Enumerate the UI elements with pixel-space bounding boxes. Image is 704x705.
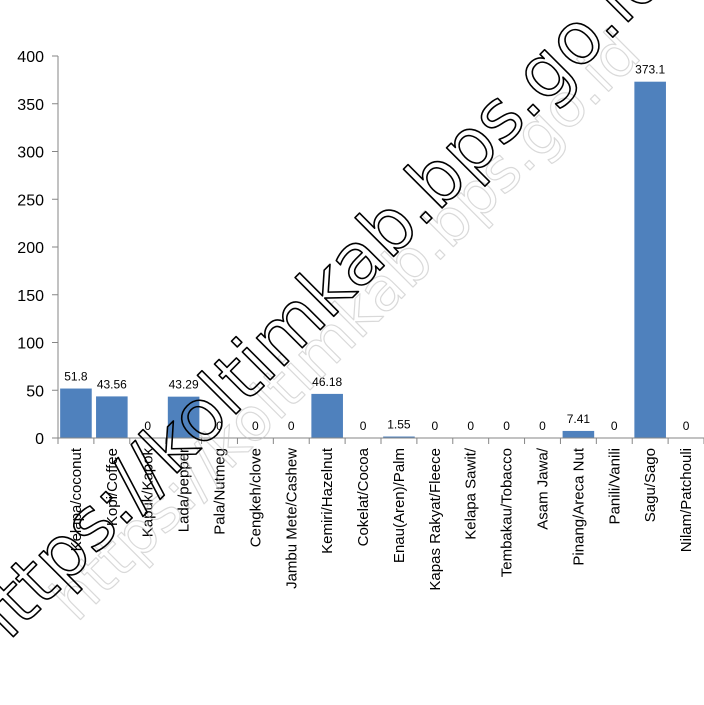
data-label: 373.1	[635, 63, 665, 77]
data-label: 51.8	[64, 370, 88, 384]
data-label: 0	[288, 419, 295, 433]
data-label: 0	[216, 419, 223, 433]
data-label: 0	[539, 419, 546, 433]
y-tick-label: 300	[17, 145, 44, 162]
x-category-label: Tembakau/Tobacco	[499, 448, 516, 577]
data-label: 0	[431, 419, 438, 433]
data-label: 0	[467, 419, 474, 433]
y-tick-label: 400	[17, 49, 44, 66]
data-label: 43.56	[97, 377, 127, 391]
data-label: 0	[252, 419, 259, 433]
data-label: 0	[144, 419, 151, 433]
data-label: 0	[503, 419, 510, 433]
y-tick-label: 50	[26, 383, 44, 400]
x-category-label: Sagu/Sago	[642, 448, 659, 522]
x-category-label: Pala/Nutmeg	[212, 448, 229, 535]
x-category-label: Cengkeh/clove	[247, 448, 264, 547]
x-category-label: Asam Jawa/	[535, 447, 552, 530]
bar	[383, 436, 415, 438]
data-label: 0	[683, 419, 690, 433]
x-category-label: Kelapa/coconut	[68, 447, 85, 551]
bar	[634, 81, 666, 438]
y-tick-label: 100	[17, 336, 44, 353]
bar	[562, 430, 595, 438]
data-label: 0	[360, 419, 367, 433]
x-category-label: Cokelat/Cocoa	[355, 447, 372, 546]
bar	[96, 396, 128, 438]
y-axis: 0 50 100 150 200 250 300 350 400	[17, 49, 59, 448]
data-label: 46.18	[312, 375, 342, 389]
x-category-label: Nilam/Patchouli	[678, 448, 695, 552]
y-tick-label: 350	[17, 97, 44, 114]
x-axis: Kelapa/coconut Kopi/Coffee Kapuk/Kapok Lada…	[57, 437, 704, 591]
x-category-label: Jambu Mete/Cashew	[283, 448, 300, 589]
x-category-label: Kapas Rakyat/Fleece	[427, 448, 444, 591]
y-tick-label: 250	[17, 192, 44, 209]
x-category-label: Kopi/Coffee	[104, 448, 121, 526]
x-category-label: Lada/pepper	[176, 448, 193, 532]
bar	[167, 396, 200, 438]
y-tick-label: 200	[17, 240, 44, 257]
watermark: https://koltimkab.bps.go.id https://kolt…	[0, 0, 683, 673]
data-labels: 51.8 43.56 0 43.29 0 0 0 46.18 0 1.55 0 0 0 0 7.41 0 373…	[64, 63, 689, 433]
y-tick-label: 0	[35, 431, 44, 448]
bar	[60, 388, 92, 438]
x-category-label: Kapuk/Kapok	[140, 448, 157, 538]
x-category-label: Kemiri/Hazelnut	[319, 447, 336, 554]
bars	[60, 81, 666, 438]
data-label: 1.55	[387, 418, 411, 432]
bar	[311, 393, 343, 438]
data-label: 43.29	[169, 378, 199, 392]
x-category-label: Enau(Aren)/Palm	[391, 448, 408, 563]
x-category-label: Panili/Vanili	[606, 448, 623, 524]
data-label: 0	[611, 419, 618, 433]
data-label: 7.41	[567, 412, 591, 426]
x-category-label: Kelapa Sawit/	[463, 447, 480, 540]
x-category-label: Pinang/Areca Nut	[570, 447, 587, 565]
y-tick-label: 150	[17, 288, 44, 305]
